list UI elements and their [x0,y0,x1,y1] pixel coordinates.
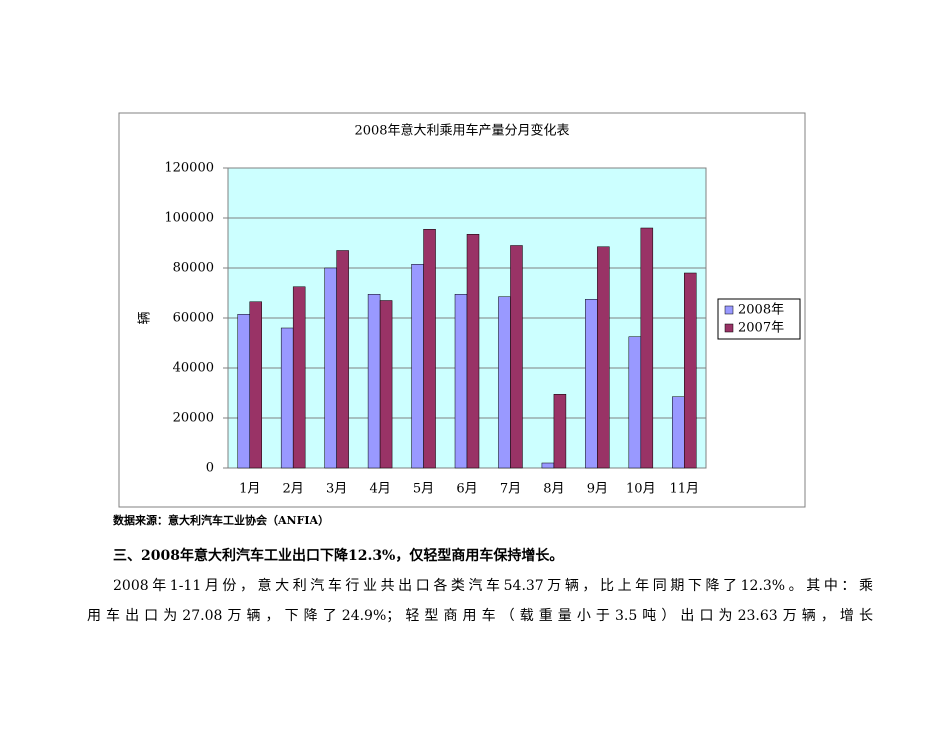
y-tick-label: 40000 [173,361,214,376]
bar [672,396,685,469]
bar [553,394,567,469]
y-tick-label: 20000 [173,411,214,426]
bar [585,299,598,469]
x-tick-label: 8月 [543,482,564,497]
y-tick-label: 120000 [164,161,214,176]
legend-label: 2008年 [738,303,784,318]
y-tick-label: 0 [206,461,214,476]
legend-box [717,298,801,340]
legend-swatch [724,323,734,333]
bar [423,229,436,469]
paragraph-line: 用车出口为27.08万辆，下降了24.9%；轻型商用车（载重量小于3.5吨）出口… [87,608,873,624]
y-tick-label: 60000 [173,311,214,326]
bar [379,300,393,469]
chart: 2008年意大利乘用车产量分月变化表 辆 0 20000 40000 60000 800… [118,112,806,508]
bar [249,301,262,469]
bar [628,336,642,469]
x-tick-label: 3月 [326,482,347,497]
paragraph-line: 2008年1-11月份，意大利汽车行业共出口各类汽车54.37万辆，比上年同期下… [113,578,873,594]
bar [454,294,468,469]
x-tick-label: 6月 [456,482,477,497]
legend-swatch [724,305,734,315]
heading: 三、2008年意大利汽车工业出口下降12.3%，仅轻型商用车保持增长。 [113,548,564,564]
bar [684,272,697,469]
y-axis-label: 辆 [138,311,153,324]
bar [498,296,511,469]
bar [541,462,555,469]
source-note: 数据来源：意大利汽车工业协会（ANFIA） [113,514,330,527]
bar [597,246,610,469]
bar [466,234,480,469]
bar [324,267,337,469]
x-tick-label: 1月 [239,482,260,497]
chart-title: 2008年意大利乘用车产量分月变化表 [354,123,569,139]
bar [510,245,523,469]
bar [367,294,381,469]
x-tick-label: 4月 [369,482,390,497]
x-tick-label: 7月 [500,482,521,497]
x-tick-label: 9月 [587,482,608,497]
x-tick-label: 11月 [669,482,699,497]
y-tick-label: 100000 [164,211,214,226]
x-tick-label: 5月 [413,482,434,497]
x-tick-label: 10月 [626,482,656,497]
bar [292,286,306,469]
bar [411,264,424,469]
bar [237,314,250,469]
bar [280,327,294,469]
y-tick-label: 80000 [173,261,214,276]
x-tick-label: 2月 [283,482,304,497]
legend-label: 2007年 [738,321,784,336]
bar [640,227,654,469]
bar [336,250,349,469]
